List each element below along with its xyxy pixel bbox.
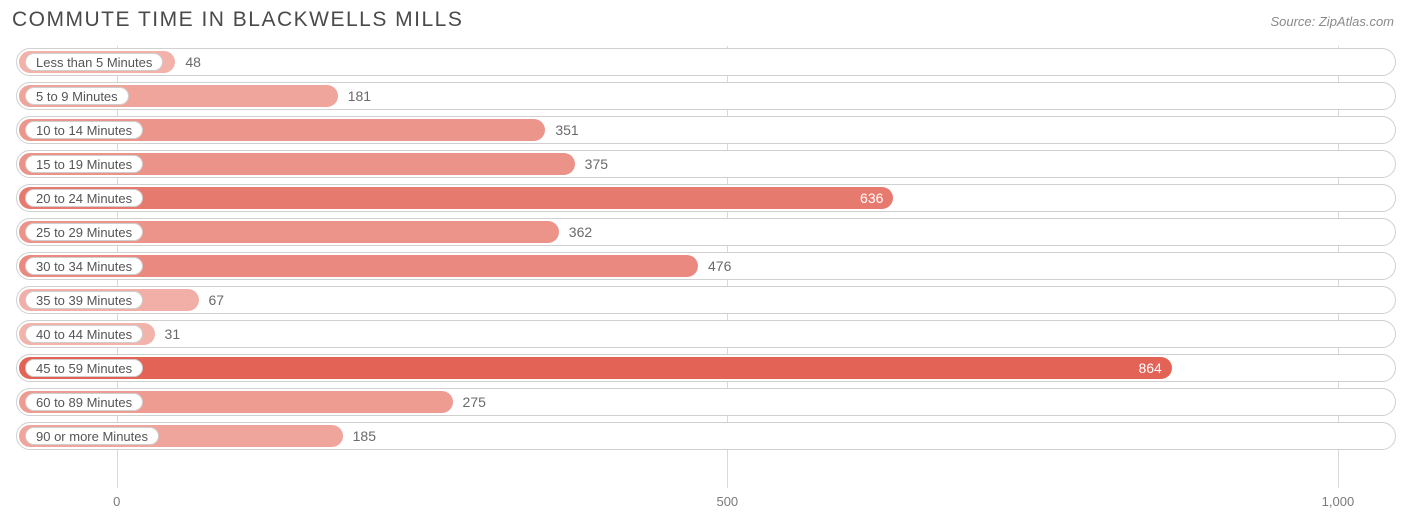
plot-area: 48 Less than 5 Minutes 181 5 to 9 Minutes 35…: [8, 46, 1398, 488]
bar-category-label: 40 to 44 Minutes: [25, 325, 143, 343]
bar-category-label: 25 to 29 Minutes: [25, 223, 143, 241]
bar-row: 864 45 to 59 Minutes: [8, 354, 1398, 382]
chart-source: Source: ZipAtlas.com: [1270, 14, 1394, 29]
bar-track: [16, 48, 1396, 76]
bar-row: 185 90 or more Minutes: [8, 422, 1398, 450]
bar-category-label: 20 to 24 Minutes: [25, 189, 143, 207]
bar-row: 31 40 to 44 Minutes: [8, 320, 1398, 348]
bar-row: 48 Less than 5 Minutes: [8, 48, 1398, 76]
bar-category-label: 30 to 34 Minutes: [25, 257, 143, 275]
bar-fill: 636: [19, 187, 893, 209]
x-axis-tick-label: 1,000: [1322, 494, 1355, 509]
bar-value: 48: [175, 48, 201, 76]
bar-track: [16, 320, 1396, 348]
chart-title: COMMUTE TIME IN BLACKWELLS MILLS: [12, 8, 463, 32]
x-axis-tick-label: 500: [716, 494, 738, 509]
bar-row: 67 35 to 39 Minutes: [8, 286, 1398, 314]
bar-value: 181: [338, 82, 371, 110]
bar-value: 476: [698, 252, 731, 280]
bar-value: 362: [559, 218, 592, 246]
bar-row: 351 10 to 14 Minutes: [8, 116, 1398, 144]
bars-group: 48 Less than 5 Minutes 181 5 to 9 Minutes 35…: [8, 46, 1398, 450]
bar-category-label: 45 to 59 Minutes: [25, 359, 143, 377]
bar-row: 476 30 to 34 Minutes: [8, 252, 1398, 280]
bar-category-label: 15 to 19 Minutes: [25, 155, 143, 173]
bar-value: 351: [545, 116, 578, 144]
bar-fill: 864: [19, 357, 1172, 379]
bar-row: 636 20 to 24 Minutes: [8, 184, 1398, 212]
bar-value: 31: [155, 320, 181, 348]
bar-value: 636: [860, 190, 883, 206]
bar-category-label: Less than 5 Minutes: [25, 53, 163, 71]
bar-value: 185: [343, 422, 376, 450]
bar-value: 375: [575, 150, 608, 178]
bar-category-label: 35 to 39 Minutes: [25, 291, 143, 309]
bar-value: 864: [1138, 360, 1161, 376]
bar-value: 67: [199, 286, 225, 314]
bar-category-label: 60 to 89 Minutes: [25, 393, 143, 411]
commute-time-chart: COMMUTE TIME IN BLACKWELLS MILLS Source:…: [0, 0, 1406, 522]
x-axis: 0 500 1,000: [8, 492, 1398, 516]
bar-row: 181 5 to 9 Minutes: [8, 82, 1398, 110]
bar-category-label: 90 or more Minutes: [25, 427, 159, 445]
chart-header: COMMUTE TIME IN BLACKWELLS MILLS Source:…: [8, 8, 1398, 32]
bar-value: 275: [453, 388, 486, 416]
bar-row: 375 15 to 19 Minutes: [8, 150, 1398, 178]
bar-row: 362 25 to 29 Minutes: [8, 218, 1398, 246]
bar-category-label: 5 to 9 Minutes: [25, 87, 129, 105]
bar-category-label: 10 to 14 Minutes: [25, 121, 143, 139]
bar-row: 275 60 to 89 Minutes: [8, 388, 1398, 416]
x-axis-tick-label: 0: [113, 494, 120, 509]
